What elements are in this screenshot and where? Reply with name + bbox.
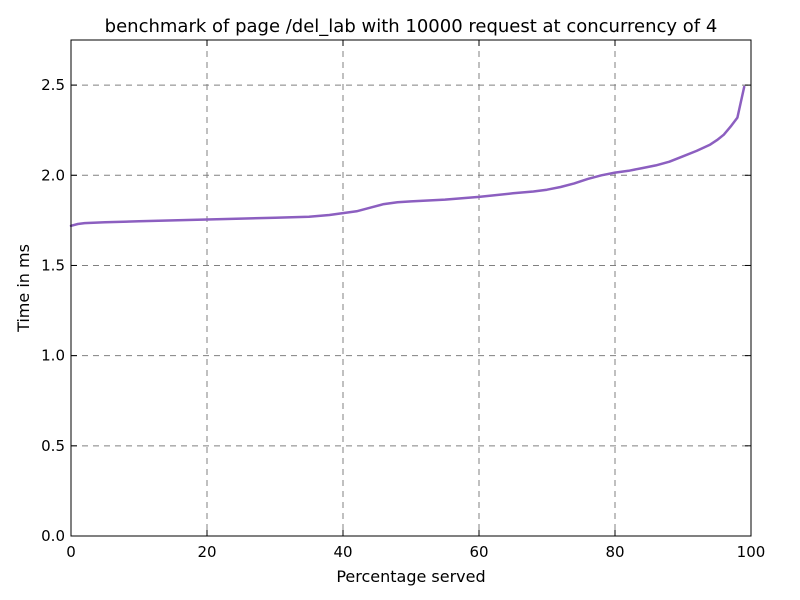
chart-title: benchmark of page /del_lab with 10000 re…: [105, 16, 718, 37]
y-tick-label: 1.5: [41, 256, 65, 274]
x-axis-label: Percentage served: [336, 567, 485, 586]
y-tick-labels: 0.0 0.5 1.0 1.5 2.0 2.5: [41, 76, 65, 545]
plot-frame: [70, 39, 752, 537]
series-layer: [69, 85, 746, 228]
gridlines: [71, 40, 751, 536]
y-tick-label: 2.0: [41, 166, 65, 184]
x-tick-label: 100: [737, 543, 766, 561]
x-tick-label: 0: [66, 543, 76, 561]
x-tick-label: 40: [333, 543, 352, 561]
y-tick-label: 1.0: [41, 347, 65, 365]
y-tick-label: 0.5: [41, 437, 65, 455]
y-tick-label: 2.5: [41, 76, 65, 94]
x-tick-label: 60: [469, 543, 488, 561]
y-tick-label: 0.0: [41, 527, 65, 545]
x-tick-label: 20: [197, 543, 216, 561]
x-tick-labels: 0 20 40 60 80 100: [66, 543, 765, 561]
series-line: [69, 85, 746, 228]
y-axis-label: Time in ms: [14, 244, 33, 333]
x-tick-label: 80: [605, 543, 624, 561]
tick-marks: [70, 40, 752, 537]
